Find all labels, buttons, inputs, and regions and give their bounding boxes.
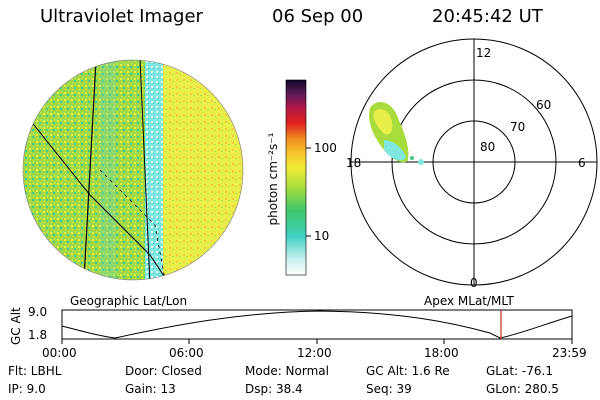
status-flt: Flt: LBHL bbox=[8, 364, 62, 378]
altitude-ytick-1-8: 1.8 bbox=[28, 328, 48, 342]
mlat-label-60: 60 bbox=[536, 98, 552, 112]
x-tick-0000: 00:00 bbox=[42, 346, 77, 360]
status-gain: Gain: 13 bbox=[125, 382, 176, 396]
status-ip: IP: 9.0 bbox=[8, 382, 46, 396]
status-mode: Mode: Normal bbox=[245, 364, 329, 378]
altitude-ylabel: GC Alt bbox=[9, 307, 23, 345]
colorbar-tick-100: 100 bbox=[314, 141, 337, 155]
mlt-label-18: 18 bbox=[346, 156, 362, 170]
polar-plot bbox=[350, 38, 598, 286]
mlt-label-6: 6 bbox=[578, 156, 586, 170]
mlat-label-70: 70 bbox=[510, 120, 526, 134]
colorbar bbox=[285, 79, 307, 276]
x-tick-0600: 06:00 bbox=[169, 346, 204, 360]
status-dsp: Dsp: 38.4 bbox=[245, 382, 303, 396]
status-door: Door: Closed bbox=[125, 364, 202, 378]
x-tick-2359: 23:59 bbox=[552, 346, 587, 360]
mlat-label-80: 80 bbox=[480, 140, 496, 154]
mlt-label-12: 12 bbox=[476, 46, 492, 60]
colorbar-unit-label: photon cm⁻²s⁻¹ bbox=[266, 132, 280, 226]
date-label: 06 Sep 00 bbox=[272, 6, 364, 27]
colorbar-tick-10: 10 bbox=[314, 229, 330, 243]
altitude-plot bbox=[61, 309, 573, 344]
altitude-ytick-9: 9.0 bbox=[28, 305, 48, 319]
mlt-label-0: 0 bbox=[470, 276, 478, 290]
left-panel-caption: Geographic Lat/Lon bbox=[70, 294, 188, 308]
x-tick-1200: 12:00 bbox=[297, 346, 332, 360]
status-glat: GLat: -76.1 bbox=[486, 364, 553, 378]
status-glon: GLon: 280.5 bbox=[486, 382, 559, 396]
right-panel-caption: Apex MLat/MLT bbox=[424, 294, 514, 308]
time-label: 20:45:42 UT bbox=[432, 6, 543, 27]
app-title: Ultraviolet Imager bbox=[40, 6, 203, 27]
uv-image-disk bbox=[23, 60, 243, 280]
status-gcalt: GC Alt: 1.6 Re bbox=[366, 364, 450, 378]
altitude-curve bbox=[61, 310, 573, 339]
status-seq: Seq: 39 bbox=[366, 382, 412, 396]
x-tick-1800: 18:00 bbox=[424, 346, 459, 360]
